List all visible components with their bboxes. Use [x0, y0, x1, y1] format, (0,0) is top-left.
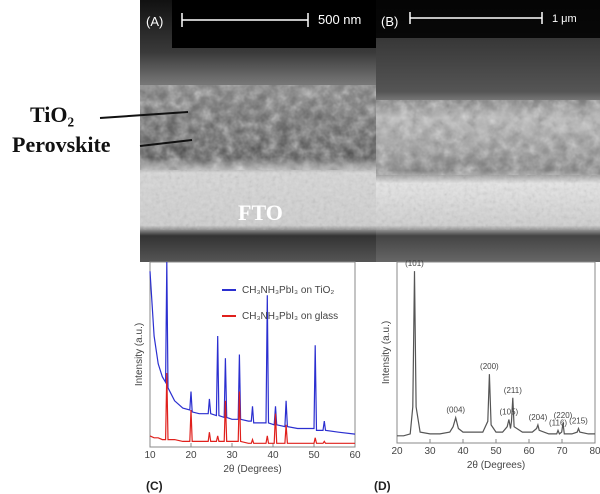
x-tick-label: 70	[556, 446, 568, 457]
x-tick-label: 50	[308, 450, 320, 461]
series-line	[397, 271, 595, 437]
layer-label: TiO₂	[30, 102, 75, 127]
pointer	[139, 139, 193, 147]
panel-label: (C)	[146, 479, 163, 493]
peak-label: (101)	[405, 259, 424, 268]
x-tick-label: 60	[523, 446, 535, 457]
pointer	[99, 111, 189, 119]
sem-image-a	[140, 0, 376, 262]
peak-label: (211)	[504, 386, 522, 395]
legend-label: CH₃NH₃PbI₃ on glass	[242, 311, 338, 322]
x-axis-label: 2θ (Degrees)	[467, 460, 525, 471]
x-axis-label: 2θ (Degrees)	[223, 464, 281, 475]
x-tick-label: 60	[349, 450, 361, 461]
x-tick-label: 40	[267, 450, 279, 461]
panel-label: (B)	[381, 14, 398, 29]
layer-label: Perovskite	[12, 132, 111, 157]
sem-image-b	[376, 0, 600, 262]
y-axis-label: Intensity (a.u.)	[134, 323, 145, 386]
x-tick-label: 30	[226, 450, 238, 461]
peak-label: (200)	[480, 362, 499, 371]
peak-label: (204)	[529, 413, 548, 422]
x-tick-label: 20	[185, 450, 197, 461]
legend-label: CH₃NH₃PbI₃ on TiO₂	[242, 285, 334, 296]
panel-label: (D)	[374, 479, 391, 493]
peak-label: (215)	[569, 417, 588, 426]
x-tick-label: 40	[457, 446, 469, 457]
peak-label: (116)	[549, 418, 567, 427]
scale-label: 500 nm	[318, 12, 361, 27]
x-tick-label: 80	[589, 446, 600, 457]
panel-label: (A)	[146, 14, 163, 29]
y-axis-label: Intensity (a.u.)	[381, 321, 392, 384]
peak-label: (004)	[446, 406, 465, 415]
x-tick-label: 30	[424, 446, 436, 457]
peak-label: (220)	[554, 411, 573, 420]
series-line	[149, 261, 356, 435]
layer-label: FTO	[238, 200, 283, 225]
scale-label: 1 μm	[552, 13, 577, 25]
x-tick-label: 20	[391, 446, 403, 457]
x-tick-label: 50	[490, 446, 502, 457]
x-tick-label: 10	[144, 450, 156, 461]
series-line	[149, 372, 355, 444]
plot-frame	[149, 261, 356, 448]
peak-label: (105)	[500, 407, 519, 416]
